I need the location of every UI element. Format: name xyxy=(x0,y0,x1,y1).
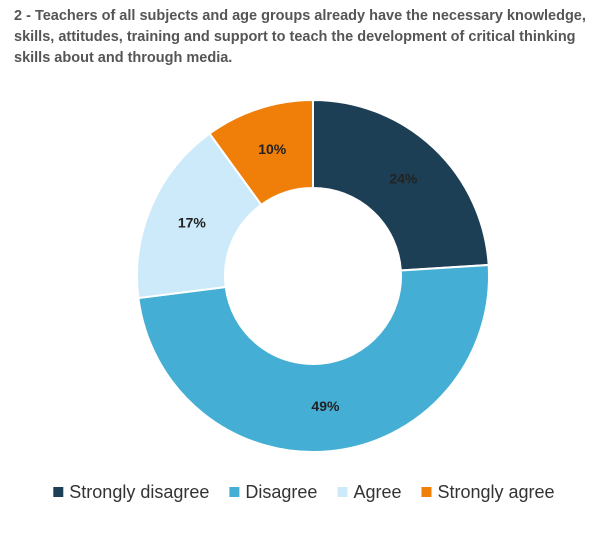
data-label: 24% xyxy=(389,170,418,186)
legend-label: Agree xyxy=(353,482,401,502)
data-label: 10% xyxy=(258,141,287,157)
slice xyxy=(136,132,263,300)
legend-label: Disagree xyxy=(245,482,317,502)
legend-swatch xyxy=(229,487,240,497)
data-label: 17% xyxy=(178,214,207,230)
legend-label: Strongly disagree xyxy=(69,482,209,502)
chart-title: 2 - Teachers of all subjects and age gro… xyxy=(14,8,586,66)
legend-label: Strongly agree xyxy=(437,482,554,502)
legend-swatch xyxy=(337,487,348,497)
legend-swatch xyxy=(421,487,432,497)
legend-swatch xyxy=(53,487,64,497)
slice xyxy=(208,98,314,207)
slice xyxy=(312,98,490,272)
slice xyxy=(137,263,490,453)
data-label: 49% xyxy=(311,398,340,414)
